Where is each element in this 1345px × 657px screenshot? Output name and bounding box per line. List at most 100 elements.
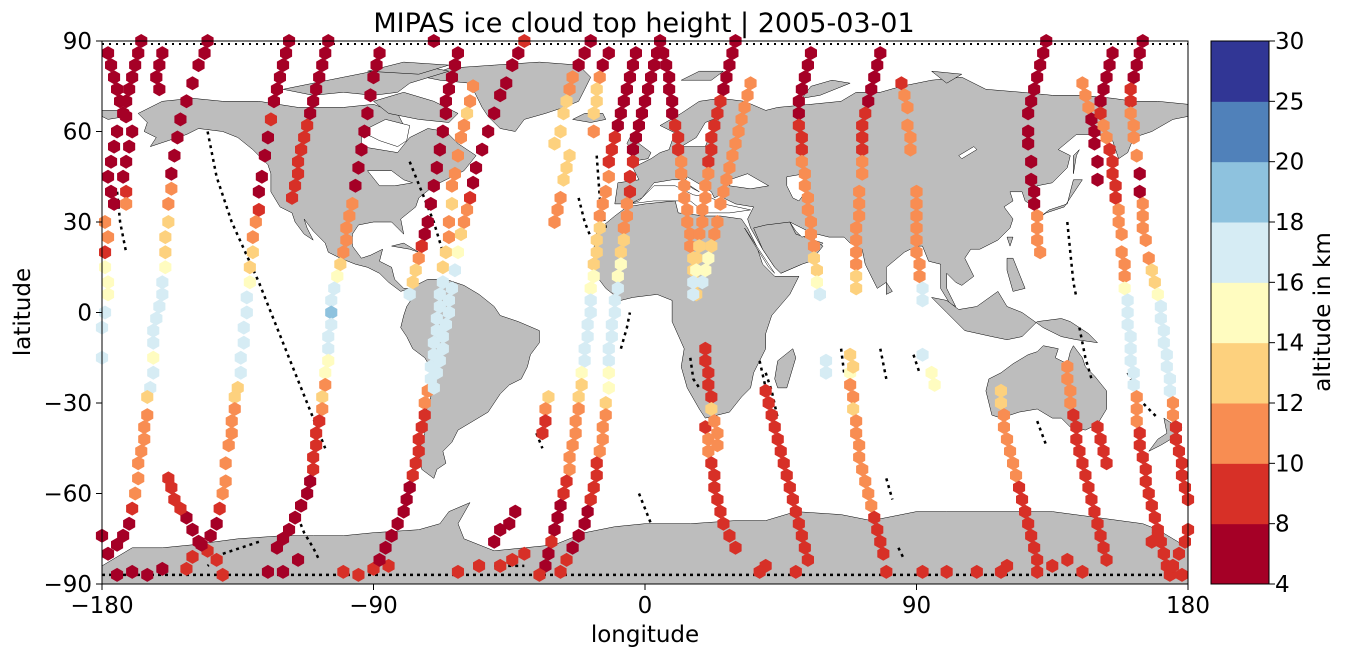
cloud-point-t6-p37 [180, 561, 193, 576]
cloud-point-t9-p17 [325, 293, 338, 308]
cloud-point-t46-p34 [1175, 468, 1188, 483]
cloud-point-t38-p6 [1007, 456, 1020, 471]
cloud-point-t36-p0 [910, 184, 923, 199]
cloud-point-t41-p5 [1070, 420, 1083, 435]
cloud-point-t22-p42 [560, 552, 573, 567]
cloud-point-t3-p36 [102, 546, 115, 561]
no-cloud-track-9 [577, 197, 592, 238]
cloud-point-t6-p26 [225, 414, 238, 429]
cloud-point-t25-p3 [702, 377, 715, 392]
cloud-point-t25-p0 [699, 341, 712, 356]
cloud-point-t0-p17 [102, 287, 115, 302]
cloud-point-t12-p8 [430, 160, 443, 175]
cloud-point-t9-p0 [373, 46, 386, 61]
cloud-point-t13-p26 [412, 432, 425, 447]
cloud-point-t31-p7 [853, 450, 866, 465]
colorbar-label: altitude in km [1310, 232, 1336, 392]
cloud-point-t4-p0 [156, 561, 169, 576]
cloud-point-t23-p1 [660, 58, 673, 73]
cloud-point-t38-p2 [997, 408, 1010, 423]
cloud-point-t46-p5 [1124, 94, 1137, 109]
cloud-point-t8-p2 [316, 58, 329, 73]
cloud-point-t38-p1 [994, 396, 1007, 410]
water-red-sea [744, 227, 775, 274]
cloud-point-t46-p30 [1169, 420, 1182, 435]
cloud-point-t30-p2 [798, 70, 811, 85]
cloud-point-t3-p21 [147, 350, 160, 365]
cloud-point-t34-p11 [853, 184, 866, 199]
cloud-point-t17-p4 [451, 564, 464, 579]
cloud-point-t45-p31 [1133, 426, 1146, 441]
cloud-point-t1-p2 [129, 58, 142, 73]
cloud-point-t19-p1 [590, 82, 603, 97]
cloud-point-t38-p0 [994, 383, 1007, 398]
cloud-point-t22-p17 [614, 245, 627, 260]
cloud-point-t3-p17 [153, 299, 166, 314]
cloud-point-t6-p16 [243, 275, 256, 290]
cloud-point-t6-p7 [261, 130, 274, 145]
cloud-point-t22-p37 [584, 492, 597, 507]
cloud-point-t31-p3 [847, 402, 860, 416]
x-tick-label: 90 [902, 593, 931, 619]
cloud-point-t9-p4 [361, 106, 374, 121]
cloud-point-t6-p1 [280, 46, 293, 61]
cloud-point-t40-p5 [1025, 94, 1038, 109]
cloud-point-t48-p1 [1172, 546, 1185, 561]
y-tick-label: 0 [77, 301, 92, 327]
cloud-point-t30-p15 [804, 227, 817, 242]
cloud-point-t17-p3 [473, 558, 486, 573]
cloud-point-t21-p22 [581, 317, 594, 332]
cloud-point-t21-p34 [563, 462, 576, 477]
cloud-point-t9-p18 [325, 305, 338, 320]
cloud-point-t21-p1 [626, 58, 639, 73]
y-tick-label: −60 [43, 482, 92, 508]
cloud-point-t34-p9 [856, 154, 869, 169]
cloud-point-t35-p5 [904, 142, 917, 157]
cloud-point-t15-p8 [470, 160, 483, 175]
cloud-point-t12-p5 [439, 106, 452, 121]
cloud-point-t26-p13 [699, 190, 712, 205]
cloud-point-t44-p2 [1097, 444, 1110, 459]
cloud-point-t22-p34 [590, 456, 603, 471]
cloud-point-t9-p30 [307, 450, 320, 465]
cloud-point-t0-p9 [102, 169, 115, 184]
cloud-point-t33-p0 [844, 347, 857, 362]
cloud-point-t45-p23 [1124, 329, 1137, 344]
cloud-point-t6-p33 [210, 516, 223, 531]
cloud-point-t22-p29 [599, 396, 612, 410]
cloud-point-t43-p1 [1079, 88, 1092, 103]
cloud-point-t5-p9 [162, 471, 175, 486]
cloud-point-t10-p2 [337, 564, 350, 579]
y-axis-label: latitude [10, 268, 36, 356]
cloud-point-t34-p8 [856, 142, 869, 157]
cloud-point-t36-p4 [910, 233, 923, 248]
cloud-point-t13-p4 [454, 130, 467, 145]
cloud-point-t27-p15 [699, 263, 712, 278]
cloud-point-t31-p8 [856, 462, 869, 477]
cloud-point-t45-p8 [1103, 142, 1116, 157]
cloud-point-t21-p0 [629, 46, 642, 61]
cloud-point-t22-p19 [611, 269, 624, 284]
cloud-point-t45-p22 [1121, 317, 1134, 332]
cloud-point-t41-p0 [1061, 359, 1074, 374]
cloud-point-t40-p10 [1025, 172, 1038, 187]
cloud-point-t13-p30 [403, 480, 416, 495]
cloud-point-t43-p7 [1091, 172, 1104, 187]
cloud-point-t46-p6 [1124, 106, 1137, 121]
cloud-point-t21-p15 [590, 233, 603, 248]
cloud-point-t41-p15 [1097, 540, 1110, 555]
plot-area [95, 34, 1195, 585]
cloud-point-t27-p16 [696, 275, 709, 290]
cloud-point-t1-p5 [120, 94, 133, 109]
cloud-point-t6-p25 [228, 402, 241, 416]
land-siberia-islands [930, 70, 963, 84]
cloud-point-t10-p1 [352, 567, 365, 582]
cloud-point-t22-p13 [620, 196, 633, 211]
cloud-point-t9-p32 [304, 474, 317, 489]
cloud-point-t3-p5 [174, 112, 187, 127]
cloud-point-t31-p9 [859, 474, 872, 489]
cloud-point-t21-p18 [587, 269, 600, 284]
cloud-point-t6-p5 [267, 94, 280, 109]
cloud-point-t6-p20 [237, 335, 250, 350]
cloud-point-t15-p2 [506, 58, 519, 73]
